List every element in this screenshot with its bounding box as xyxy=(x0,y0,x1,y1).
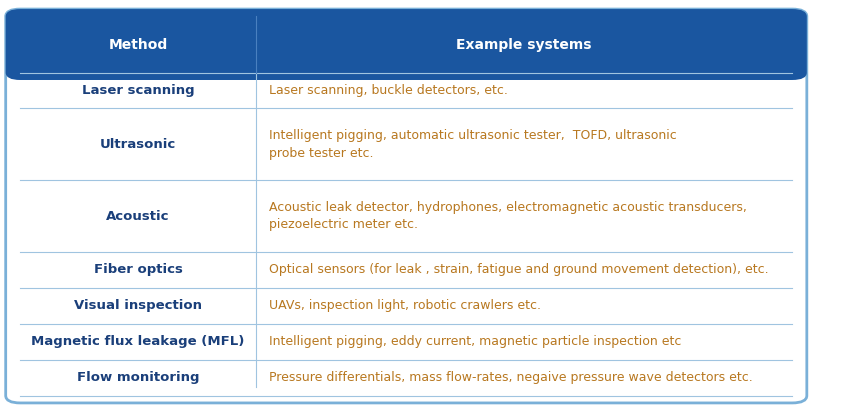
Text: Method: Method xyxy=(108,37,168,52)
FancyBboxPatch shape xyxy=(6,9,807,403)
Text: Fiber optics: Fiber optics xyxy=(93,263,182,276)
Text: Magnetic flux leakage (MFL): Magnetic flux leakage (MFL) xyxy=(31,335,245,348)
Text: Example systems: Example systems xyxy=(456,37,592,52)
Text: Ultrasonic: Ultrasonic xyxy=(100,138,176,151)
Text: Acoustic: Acoustic xyxy=(106,210,169,222)
Text: Intelligent pigging, automatic ultrasonic tester,  TOFD, ultrasonic
probe tester: Intelligent pigging, automatic ultrasoni… xyxy=(269,129,677,159)
Text: Acoustic leak detector, hydrophones, electromagnetic acoustic transducers,
piezo: Acoustic leak detector, hydrophones, ele… xyxy=(269,201,746,232)
Text: Laser scanning, buckle detectors, etc.: Laser scanning, buckle detectors, etc. xyxy=(269,84,508,97)
Text: Pressure differentials, mass flow-rates, negaive pressure wave detectors etc.: Pressure differentials, mass flow-rates,… xyxy=(269,371,753,384)
Text: Flow monitoring: Flow monitoring xyxy=(77,371,200,384)
Bar xyxy=(21,44,792,73)
FancyBboxPatch shape xyxy=(6,9,807,80)
Text: UAVs, inspection light, robotic crawlers etc.: UAVs, inspection light, robotic crawlers… xyxy=(269,299,541,312)
Text: Visual inspection: Visual inspection xyxy=(74,299,202,312)
Text: Optical sensors (for leak , strain, fatigue and ground movement detection), etc.: Optical sensors (for leak , strain, fati… xyxy=(269,263,768,276)
Text: Intelligent pigging, eddy current, magnetic particle inspection etc: Intelligent pigging, eddy current, magne… xyxy=(269,335,681,348)
Text: Laser scanning: Laser scanning xyxy=(82,84,194,97)
